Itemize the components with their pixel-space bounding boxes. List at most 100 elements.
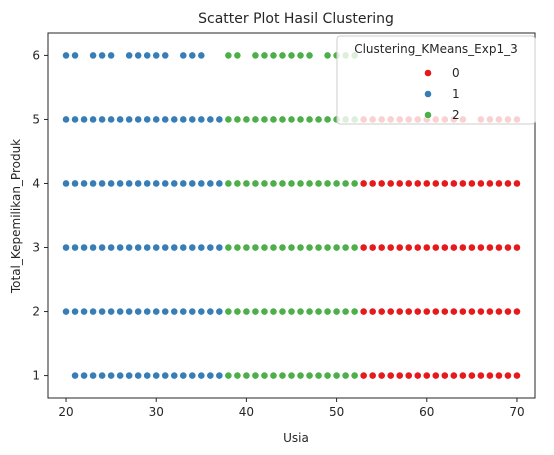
data-point bbox=[152, 51, 161, 60]
data-point bbox=[251, 243, 260, 252]
data-point bbox=[287, 371, 296, 380]
data-point bbox=[98, 51, 107, 60]
data-point bbox=[71, 371, 79, 380]
x-axis-ticks: 20 30 40 50 60 70 bbox=[58, 398, 525, 419]
data-point bbox=[278, 371, 287, 380]
legend: Clustering_KMeans_Exp1_3 0 1 2 bbox=[336, 35, 536, 125]
data-point bbox=[170, 115, 179, 124]
data-point bbox=[224, 51, 233, 60]
data-point bbox=[431, 371, 440, 380]
data-point bbox=[323, 179, 332, 188]
data-point bbox=[440, 243, 449, 252]
data-point bbox=[215, 371, 224, 380]
data-point bbox=[134, 243, 143, 252]
data-point bbox=[116, 243, 125, 252]
data-point bbox=[314, 371, 323, 380]
data-point bbox=[161, 307, 170, 316]
data-point bbox=[224, 243, 233, 252]
data-point bbox=[278, 179, 287, 188]
data-point bbox=[467, 179, 476, 188]
data-point bbox=[188, 371, 197, 380]
x-tick-label: 20 bbox=[58, 405, 73, 419]
data-point bbox=[125, 179, 134, 188]
data-point bbox=[449, 307, 458, 316]
data-point bbox=[251, 115, 260, 124]
data-point bbox=[278, 51, 287, 60]
data-point bbox=[287, 307, 296, 316]
data-point bbox=[431, 179, 440, 188]
data-point bbox=[350, 371, 359, 380]
data-point bbox=[107, 115, 116, 124]
data-point bbox=[305, 179, 314, 188]
data-point bbox=[125, 243, 134, 252]
data-point bbox=[179, 51, 188, 60]
data-point bbox=[62, 243, 70, 252]
data-point bbox=[359, 243, 368, 252]
data-point bbox=[233, 371, 242, 380]
data-point bbox=[206, 179, 215, 188]
data-point bbox=[80, 115, 88, 124]
data-point bbox=[332, 243, 341, 252]
data-point bbox=[431, 307, 440, 316]
legend-box bbox=[336, 35, 536, 125]
data-point bbox=[359, 179, 368, 188]
data-point bbox=[278, 243, 287, 252]
data-point bbox=[269, 307, 278, 316]
data-point bbox=[458, 243, 467, 252]
data-point bbox=[215, 243, 224, 252]
data-point bbox=[495, 179, 503, 188]
data-point bbox=[269, 243, 278, 252]
data-point bbox=[377, 179, 386, 188]
data-point bbox=[134, 371, 143, 380]
data-point bbox=[341, 243, 350, 252]
x-tick-label: 70 bbox=[509, 405, 524, 419]
data-point bbox=[197, 179, 206, 188]
data-point bbox=[486, 371, 494, 380]
data-point bbox=[161, 179, 170, 188]
data-point bbox=[269, 371, 278, 380]
data-point bbox=[188, 243, 197, 252]
data-point bbox=[89, 307, 97, 316]
data-point bbox=[296, 179, 305, 188]
data-point bbox=[359, 371, 368, 380]
data-point bbox=[71, 51, 79, 60]
data-point bbox=[422, 179, 431, 188]
data-point bbox=[260, 243, 269, 252]
x-axis-label: Usia bbox=[283, 431, 309, 445]
data-point bbox=[296, 371, 305, 380]
data-point bbox=[116, 115, 125, 124]
data-point bbox=[305, 371, 314, 380]
data-point bbox=[422, 243, 431, 252]
data-point bbox=[341, 307, 350, 316]
data-point bbox=[80, 179, 88, 188]
data-point bbox=[143, 51, 152, 60]
data-point bbox=[467, 307, 476, 316]
data-point bbox=[206, 243, 215, 252]
data-point bbox=[341, 179, 350, 188]
data-point bbox=[440, 179, 449, 188]
data-point bbox=[449, 371, 458, 380]
data-point bbox=[395, 371, 404, 380]
data-point bbox=[486, 307, 494, 316]
data-point bbox=[504, 307, 512, 316]
chart-title: Scatter Plot Hasil Clustering bbox=[198, 11, 394, 27]
y-tick-label: 5 bbox=[32, 112, 40, 126]
data-point bbox=[305, 243, 314, 252]
data-point bbox=[305, 307, 314, 316]
data-point bbox=[413, 307, 422, 316]
data-point bbox=[404, 371, 413, 380]
data-point bbox=[458, 371, 467, 380]
data-point bbox=[413, 371, 422, 380]
data-point bbox=[278, 115, 287, 124]
plot-frame bbox=[47, 32, 536, 399]
data-point bbox=[152, 243, 161, 252]
data-point bbox=[188, 51, 197, 60]
data-point bbox=[287, 179, 296, 188]
data-point bbox=[125, 307, 134, 316]
data-point bbox=[332, 371, 341, 380]
data-point bbox=[368, 243, 377, 252]
data-point bbox=[368, 307, 377, 316]
data-point bbox=[161, 115, 170, 124]
data-point bbox=[486, 179, 494, 188]
data-point bbox=[350, 243, 359, 252]
